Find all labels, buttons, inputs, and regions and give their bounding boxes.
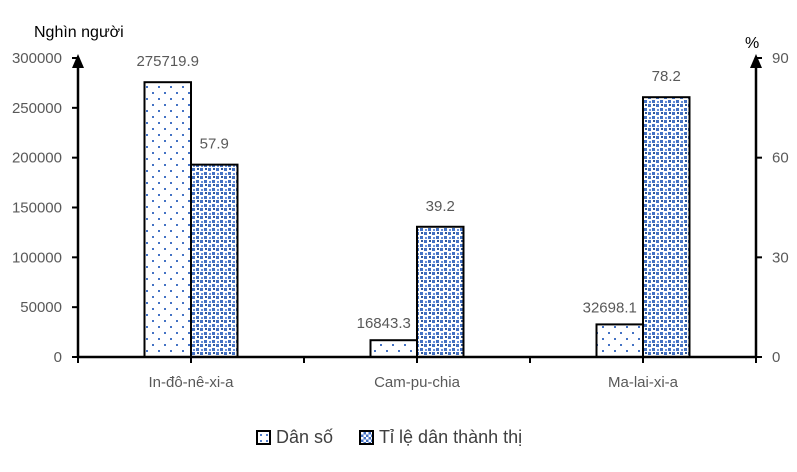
x-category-label: In-đô-nê-xi-a: [148, 374, 234, 391]
right-tick-label: 30: [772, 249, 789, 266]
left-y-axis: 0 50000 100000 150000 200000 250000 300000: [12, 50, 84, 366]
legend-label-population: Dân số: [276, 427, 334, 447]
bar-value-label: 57.9: [200, 136, 229, 153]
right-axis-arrow-icon: [750, 54, 762, 68]
bar-value-label: 275719.9: [136, 53, 199, 70]
left-tick-label: 100000: [12, 249, 62, 266]
bar-value-label: 39.2: [426, 198, 455, 215]
left-axis-arrow-icon: [72, 54, 84, 68]
bar: [595, 323, 644, 358]
legend-swatch-dots-icon: [256, 430, 271, 445]
bar-value-label: 16843.3: [357, 315, 411, 332]
bar: [369, 339, 418, 358]
right-tick-label: 90: [772, 50, 789, 67]
left-tick-label: 150000: [12, 200, 62, 217]
bar-value-label: 32698.1: [583, 299, 637, 316]
left-tick-label: 250000: [12, 100, 62, 117]
bar-value-label: 78.2: [652, 68, 681, 85]
x-category-label: Ma-lai-xi-a: [608, 374, 679, 391]
right-axis-title: %: [745, 35, 759, 52]
legend-swatch-checker-icon: [359, 430, 375, 445]
left-tick-label: 0: [54, 349, 62, 366]
legend-item-population: Dân số: [256, 427, 333, 448]
combo-bar-chart: Nghìn người % 0 50000 100000 150000 200000 25…: [12, 24, 789, 391]
bars-group: 275719.9 57.9 16843.3 39.2 32698.1 78.2: [136, 53, 691, 359]
legend: Dân số Tỉ lệ dân thành thị: [256, 427, 548, 448]
right-tick-label: 60: [772, 150, 789, 167]
legend-label-urban-rate: Tỉ lệ dân thành thị: [379, 427, 523, 447]
left-tick-label: 50000: [20, 299, 62, 316]
x-category-label: Cam-pu-chia: [374, 374, 461, 391]
left-tick-label: 300000: [12, 50, 62, 67]
left-tick-label: 200000: [12, 150, 62, 167]
x-axis: In-đô-nê-xi-a Cam-pu-chia Ma-lai-xi-a: [77, 355, 757, 391]
bar: [416, 225, 465, 358]
left-axis-title: Nghìn người: [34, 24, 124, 41]
bar: [642, 96, 691, 359]
right-y-axis: 0 30 60 90: [750, 50, 789, 366]
right-tick-label: 0: [772, 349, 780, 366]
legend-item-urban-rate: Tỉ lệ dân thành thị: [359, 427, 522, 448]
bar: [190, 163, 239, 358]
bar: [143, 81, 192, 359]
